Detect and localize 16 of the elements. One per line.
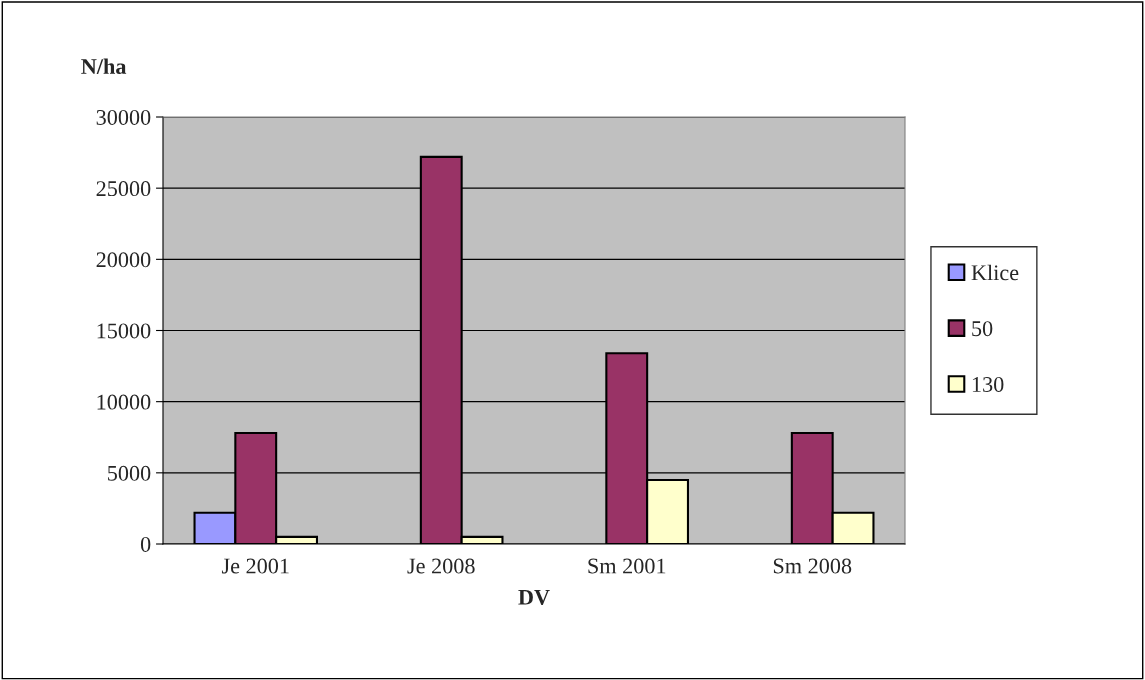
y-tick-label: 30000 bbox=[96, 109, 151, 125]
legend-label: 130 bbox=[972, 376, 1004, 392]
legend-label: Klice bbox=[971, 264, 1019, 281]
y-tick-label: 10000 bbox=[97, 394, 151, 410]
x-tick-label: Je 2008 bbox=[407, 558, 475, 574]
y-tick-label: 20000 bbox=[96, 252, 151, 268]
x-tick-label: Sm 2008 bbox=[773, 558, 852, 574]
y-tick-label: 15000 bbox=[97, 323, 151, 339]
y-tick-label: 5000 bbox=[108, 465, 151, 481]
x-tick-label: Je 2001 bbox=[221, 558, 289, 574]
y-tick-label: 0 bbox=[140, 536, 151, 552]
y-tick-label: 25000 bbox=[96, 181, 151, 197]
x-tick-label: Sm 2001 bbox=[588, 558, 666, 574]
x-axis-title: DV bbox=[518, 590, 550, 605]
y-axis-title: N/ha bbox=[81, 58, 127, 75]
legend-label: 50 bbox=[972, 321, 993, 337]
